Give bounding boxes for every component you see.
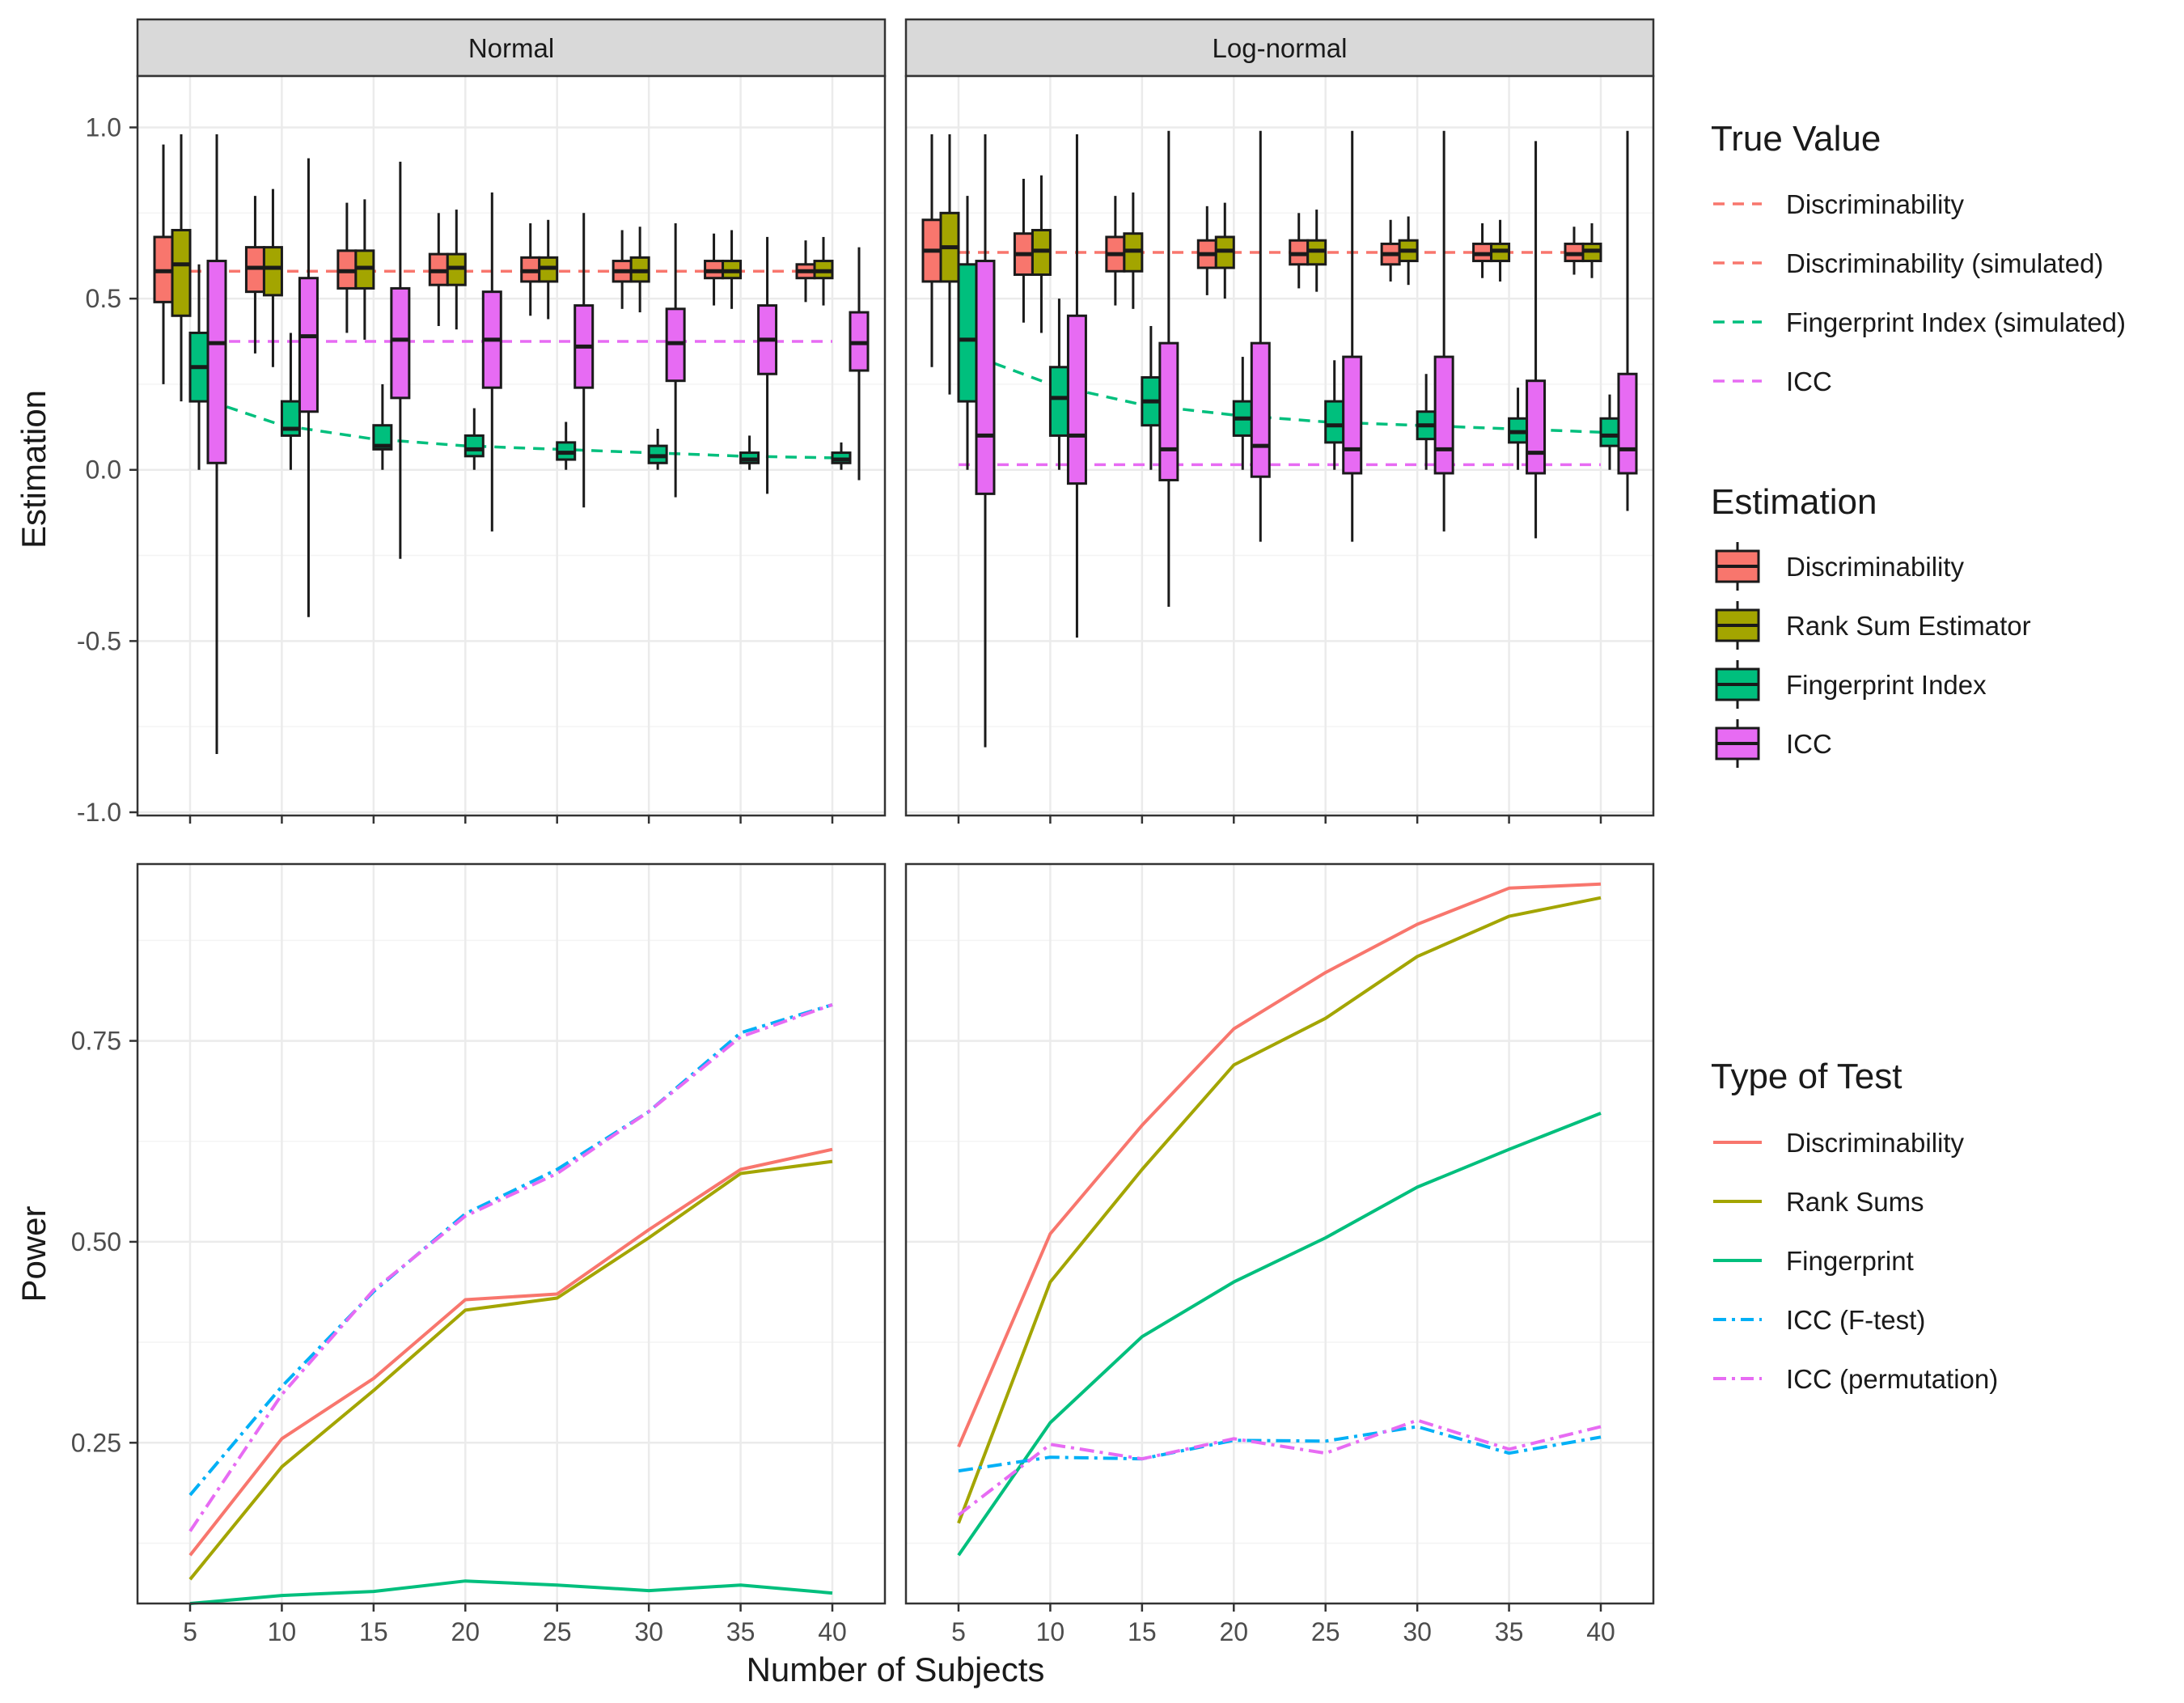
y-tick-label: 1.0 [86,112,121,142]
x-tick-label: 40 [1586,1617,1615,1646]
strip-normal-box [136,18,887,78]
x-tick-label: 40 [818,1617,847,1646]
series-line-icc-f-test [958,1425,1602,1473]
x-tick-label: 35 [726,1617,756,1646]
panel-background [906,864,1653,1603]
x-tick-label: 10 [1036,1617,1065,1646]
legend-estimation-title: Estimation [1711,482,1877,522]
legend-test-type-title: Type of Test [1711,1057,1902,1096]
legend-label-icc: ICC [1786,729,1832,759]
x-axis-title: Number of Subjects [747,1650,1045,1688]
box-fingerprint-index-n25 [1324,400,1345,444]
y-tick-label: 0.0 [86,455,121,485]
legend-label-discriminability-simulated: Discriminability (simulated) [1786,248,2103,278]
panel-border [136,862,887,1605]
panel-background [138,76,885,815]
y-tick-label: 0.5 [86,284,121,313]
legend-label-icc-permutation: ICC (permutation) [1786,1364,1998,1394]
x-tick-label: 25 [1311,1617,1340,1646]
series-line-icc-f-test [188,1002,833,1497]
x-tick-label: 35 [1495,1617,1524,1646]
x-tick-label: 15 [359,1617,388,1646]
box-icc-n10 [298,277,319,413]
box-fingerprint-index-n5 [957,263,978,403]
box-fingerprint-index-n10 [1048,366,1069,437]
box-icc-n20 [1250,341,1271,478]
y-tick-label: -0.5 [77,626,121,655]
x-tick-label: 30 [634,1617,663,1646]
series-line-fingerprint [189,1579,833,1605]
series-line-discriminability [957,882,1602,1448]
legend-estimation: Estimation Discriminability Rank Sum Esti… [1711,482,2031,768]
x-tick-label: 15 [1128,1617,1157,1646]
box-fingerprint-index-n20 [463,434,485,458]
panel-border [136,74,887,817]
panel-border [904,74,1655,817]
box-icc-n25 [1342,355,1363,475]
y-tick-label: 0.75 [71,1027,121,1056]
panel-power-normal [136,862,887,1605]
series-line-icc-permutation [188,1003,833,1532]
true-value-fingerprint-line [958,348,1602,434]
legend-label-rank-sum-estimator: Rank Sum Estimator [1786,611,2031,641]
axis-tick-labels: 1.0 0.5 0.0 -0.5 -1.0 0.25 0.50 0.75 5 10 15 20 25 30… [71,112,1615,1646]
panel-estimation-lognormal [904,74,1655,817]
legend-label-fingerprint-index-simulated: Fingerprint Index (simulated) [1786,307,2126,337]
y-tick-label: -1.0 [77,798,121,827]
y-tick-label: 0.25 [71,1428,121,1457]
strip-lognormal-box [904,18,1655,78]
x-tick-label: 20 [1219,1617,1248,1646]
series-line-rank-sums [188,1159,833,1581]
legend-label-icc: ICC [1786,366,1832,396]
legend-label-icc-f-test: ICC (F-test) [1786,1305,1925,1335]
box-rank-sum-estimator-n5 [171,228,192,317]
series-line-discriminability [188,1147,833,1557]
box-icc-n15 [1158,341,1179,481]
panel-border [904,862,1655,1605]
box-icc-n35 [1526,379,1547,475]
legend-label-rank-sums: Rank Sums [1786,1187,1924,1217]
box-icc-n5 [975,260,996,495]
box-fingerprint-index-n15 [372,424,393,451]
x-tick-label: 25 [543,1617,572,1646]
x-tick-label: 5 [951,1617,966,1646]
box-icc-n10 [1066,314,1087,485]
y-axis-title-estimation: Estimation [15,390,53,549]
x-tick-label: 10 [268,1617,297,1646]
box-fingerprint-index-n40 [1599,417,1620,447]
x-tick-label: 5 [183,1617,197,1646]
series-line-fingerprint [957,1112,1602,1557]
y-axis-title-power: Power [15,1205,53,1302]
box-rank-sum-estimator-n10 [262,246,283,297]
legend-true-value: True Value Discriminability Discriminabil… [1711,119,2126,396]
panel-estimation-normal [136,74,887,817]
y-tick-label: 0.50 [71,1227,121,1256]
series-line-rank-sums [957,896,1602,1524]
legend-label-fingerprint: Fingerprint [1786,1246,1914,1276]
panel-power-lognormal [904,862,1655,1605]
legend-label-discriminability: Discriminability [1786,552,1965,582]
panel-background [138,864,885,1603]
box-icc-n15 [390,286,411,400]
legend-label-discriminability: Discriminability [1786,1128,1965,1158]
strip-lognormal-label: Log-normal [1213,33,1348,63]
box-icc-n30 [1433,355,1454,475]
box-icc-n40 [1617,372,1638,475]
box-icc-n5 [206,260,227,464]
legend-label-discriminability: Discriminability [1786,189,1965,219]
strip-normal-label: Normal [468,33,554,63]
x-tick-label: 30 [1403,1617,1432,1646]
legend-true-value-title: True Value [1711,119,1881,159]
legend-label-fingerprint-index: Fingerprint Index [1786,670,1987,700]
legend-test-type: Type of Test Discriminability Rank Sums Fi… [1711,1057,1998,1394]
x-tick-label: 20 [451,1617,480,1646]
